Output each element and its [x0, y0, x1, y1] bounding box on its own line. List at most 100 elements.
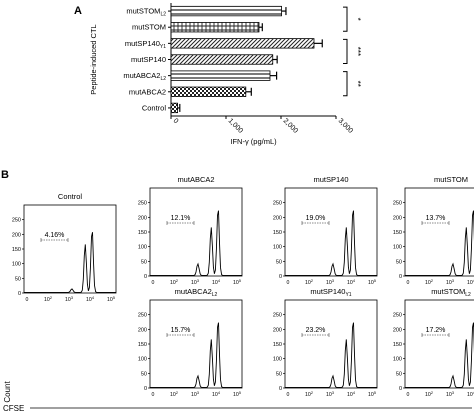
- x-tick-base: 10: [425, 280, 431, 286]
- bar: [170, 38, 315, 49]
- x-tick-base: 10: [233, 392, 239, 398]
- plot-frame: [149, 187, 243, 277]
- x-tick-label: 0: [152, 392, 155, 398]
- y-axis-title: Count: [3, 381, 12, 403]
- x-tick-base: 0: [287, 392, 290, 398]
- x-tick-exponent: 3: [71, 296, 73, 300]
- x-tick-label: 104: [212, 279, 220, 286]
- x-tick-label: 104: [212, 391, 220, 398]
- category-label: mutSTOM: [132, 23, 166, 32]
- x-tick-label: 102: [44, 296, 52, 303]
- y-tick-label: 200: [273, 215, 282, 221]
- significance-bracket: [343, 6, 348, 32]
- histogram-title-sub: L2: [212, 292, 218, 298]
- x-tick-base: 10: [326, 280, 332, 286]
- y-tick-label: 50: [141, 371, 147, 377]
- y-tick-label: 150: [393, 342, 402, 348]
- x-tick-label: 102: [170, 279, 178, 286]
- histogram-title: mutABCA2L2: [175, 287, 218, 298]
- histogram-title: mutABCA2: [177, 175, 214, 184]
- x-tick-label: 2,000: [282, 117, 299, 134]
- histogram-title-main: Control: [58, 192, 83, 201]
- x-tick-label: 103: [65, 296, 73, 303]
- x-tick-base: 10: [212, 392, 218, 398]
- x-tick-exponent: 4: [218, 391, 220, 395]
- x-tick-exponent: 3: [452, 391, 454, 395]
- y-tick-label: 100: [138, 357, 147, 363]
- x-tick-exponent: 5: [374, 279, 376, 283]
- category-label-main: mutSTOM: [126, 7, 160, 16]
- gate-percent: 17.2%: [426, 327, 446, 334]
- plot-frame: [404, 187, 474, 277]
- plot-frame: [284, 299, 378, 389]
- y-tick-label: 50: [276, 259, 282, 265]
- x-tick-base: 10: [233, 280, 239, 286]
- y-tick-label: 200: [138, 327, 147, 333]
- x-tick-exponent: 2: [431, 391, 433, 395]
- x-tick-base: 10: [86, 297, 92, 303]
- x-tick-label: 102: [425, 391, 433, 398]
- histogram-panel: mutSTOML2050100150200250010210310410517.…: [393, 287, 474, 398]
- x-tick-base: 10: [191, 280, 197, 286]
- x-tick-label: 103: [446, 279, 454, 286]
- histogram-panel: mutSTOM050100150200250010210310410513.7%: [393, 175, 474, 286]
- x-tick-base: 0: [152, 280, 155, 286]
- x-tick-base: 10: [446, 392, 452, 398]
- histogram-curve: [150, 210, 242, 276]
- x-tick-exponent: 3: [197, 391, 199, 395]
- x-tick-exponent: 5: [239, 279, 241, 283]
- x-tick-exponent: 4: [92, 296, 94, 300]
- y-tick-label: 150: [12, 247, 21, 253]
- y-tick-label: 150: [393, 230, 402, 236]
- x-tick-label: 0: [407, 280, 410, 286]
- x-tick-exponent: 4: [218, 279, 220, 283]
- category-label: mutABCA2L2: [123, 71, 166, 82]
- plot-frame: [404, 299, 474, 389]
- x-tick-exponent: 2: [311, 279, 313, 283]
- histogram-curve: [405, 210, 474, 276]
- x-tick-label: 0: [287, 280, 290, 286]
- x-tick-label: 102: [425, 279, 433, 286]
- category-label: Control: [142, 103, 167, 112]
- category-label-sub: L2: [160, 12, 166, 18]
- gate-percent: 12.1%: [171, 215, 191, 222]
- x-tick-label: 0: [407, 392, 410, 398]
- histogram-title-main: mutSP140: [310, 287, 345, 296]
- x-tick-base: 10: [467, 392, 473, 398]
- y-tick-label: 0: [144, 274, 147, 280]
- category-label-main: mutSP140: [125, 39, 160, 48]
- x-tick-label: 103: [446, 391, 454, 398]
- y-tick-label: 50: [396, 259, 402, 265]
- x-tick-label: 102: [305, 391, 313, 398]
- x-tick-exponent: 3: [197, 279, 199, 283]
- x-tick-label: 102: [305, 279, 313, 286]
- x-tick-label: 104: [467, 279, 474, 286]
- x-tick-base: 10: [425, 392, 431, 398]
- y-tick-label: 0: [399, 274, 402, 280]
- panel-a-label: A: [74, 5, 82, 17]
- gate-percent: 23.2%: [306, 327, 326, 334]
- y-tick-label: 100: [393, 245, 402, 251]
- x-tick-base: 10: [368, 392, 374, 398]
- x-tick-base: 10: [191, 392, 197, 398]
- y-tick-label: 100: [138, 245, 147, 251]
- x-tick-base: 10: [446, 280, 452, 286]
- x-tick-label: 105: [368, 391, 376, 398]
- x-tick-exponent: 4: [473, 279, 474, 283]
- significance-bracket: [343, 38, 348, 64]
- x-tick-label: 102: [170, 391, 178, 398]
- histogram-title: mutSP140: [313, 175, 348, 184]
- x-tick-base: 10: [347, 280, 353, 286]
- y-tick-label: 50: [276, 371, 282, 377]
- y-tick-label: 250: [138, 201, 147, 207]
- y-axis-title: Peptide-induced CTL: [89, 24, 98, 94]
- x-tick-base: 0: [287, 280, 290, 286]
- x-tick-base: 10: [368, 280, 374, 286]
- x-tick-label: 104: [86, 296, 94, 303]
- y-tick-label: 150: [273, 342, 282, 348]
- x-tick-label: 104: [347, 391, 355, 398]
- x-tick-label: 103: [326, 391, 334, 398]
